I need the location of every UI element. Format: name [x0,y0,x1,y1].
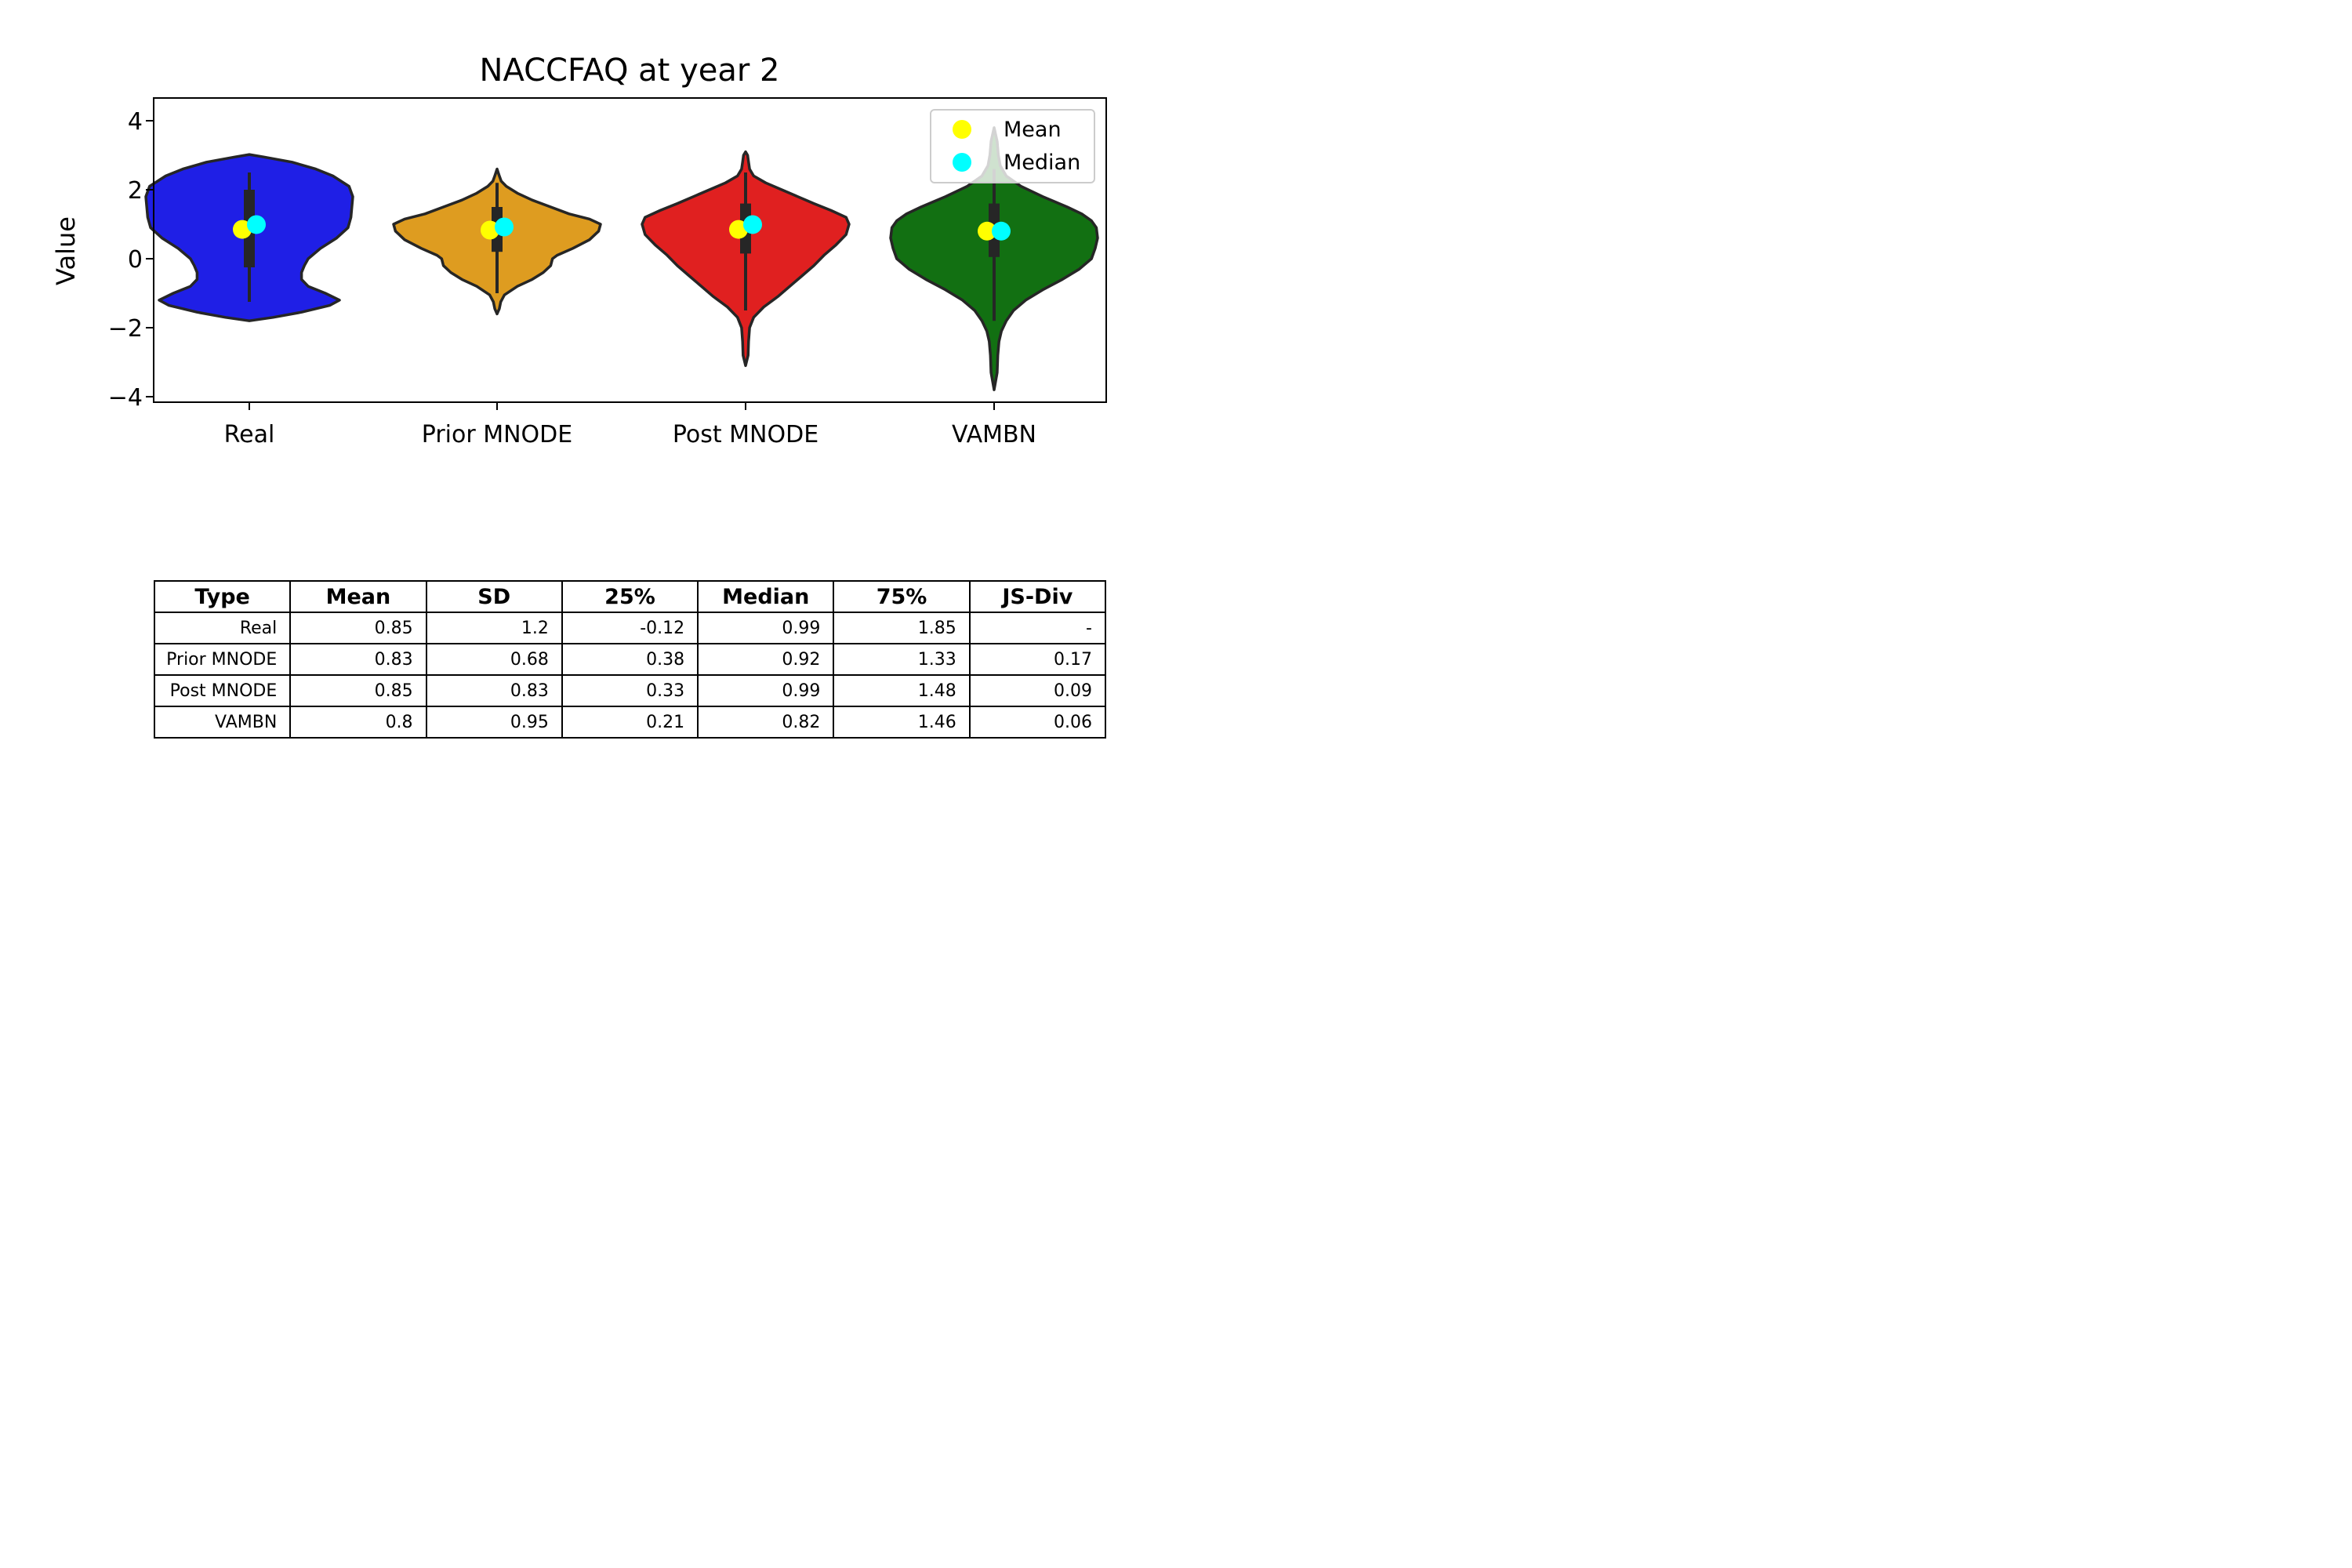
cell-type: Prior MNODE [154,644,290,675]
header-75: 75% [833,581,969,612]
median-marker [743,215,762,234]
x-axis-ticks: Real Prior MNODE Post MNODE VAMBN [224,402,1036,448]
violin-chart: NACCFAQ at year 2 Value −4 −2 0 2 4 Real Prio… [0,0,1212,564]
cell-type: Real [154,612,290,644]
cell-25: 0.21 [562,706,698,738]
y-tick-label: −2 [108,315,143,343]
y-axis-ticks: −4 −2 0 2 4 [108,108,154,412]
cell-mean: 0.8 [290,706,426,738]
legend: Mean Median [931,110,1094,183]
cell-sd: 1.2 [426,612,562,644]
cell-median: 0.82 [698,706,833,738]
x-tick-label: Real [224,421,275,448]
cell-median: 0.99 [698,675,833,706]
header-median: Median [698,581,833,612]
cell-sd: 0.68 [426,644,562,675]
cell-sd: 0.95 [426,706,562,738]
header-mean: Mean [290,581,426,612]
cell-median: 0.92 [698,644,833,675]
figure: NACCFAQ at year 2 Value −4 −2 0 2 4 Real Prio… [0,0,1212,808]
violin-post-mnode [642,152,849,366]
cell-sd: 0.83 [426,675,562,706]
cell-js-div: 0.06 [970,706,1105,738]
chart-title: NACCFAQ at year 2 [480,53,780,89]
table-row: Prior MNODE 0.83 0.68 0.38 0.92 1.33 0.1… [154,644,1105,675]
header-type: Type [154,581,290,612]
table-row: Post MNODE 0.85 0.83 0.33 0.99 1.48 0.09 [154,675,1105,706]
y-axis-label: Value [51,216,81,285]
y-tick-label: 0 [128,246,143,274]
x-tick-label: Prior MNODE [422,421,572,448]
header-sd: SD [426,581,562,612]
header-25: 25% [562,581,698,612]
y-tick-label: 2 [128,177,143,205]
cell-75: 1.46 [833,706,969,738]
header-js-div: JS-Div [970,581,1105,612]
legend-marker [953,120,971,139]
legend-marker [953,153,971,172]
cell-js-div: 0.09 [970,675,1105,706]
cell-75: 1.33 [833,644,969,675]
y-tick-label: 4 [128,108,143,136]
cell-25: -0.12 [562,612,698,644]
stats-table: Type Mean SD 25% Median 75% JS-Div Real … [154,580,1106,739]
x-tick-label: VAMBN [952,421,1036,448]
cell-type: VAMBN [154,706,290,738]
cell-mean: 0.85 [290,675,426,706]
median-marker [247,215,266,234]
table-header-row: Type Mean SD 25% Median 75% JS-Div [154,581,1105,612]
cell-mean: 0.85 [290,612,426,644]
legend-label: Median [1004,151,1080,175]
cell-25: 0.33 [562,675,698,706]
cell-js-div: - [970,612,1105,644]
table-row: Real 0.85 1.2 -0.12 0.99 1.85 - [154,612,1105,644]
cell-type: Post MNODE [154,675,290,706]
x-tick-label: Post MNODE [673,421,818,448]
violin-real [146,154,353,321]
cell-js-div: 0.17 [970,644,1105,675]
median-marker [495,218,514,237]
median-marker [992,222,1011,241]
cell-median: 0.99 [698,612,833,644]
table-row: VAMBN 0.8 0.95 0.21 0.82 1.46 0.06 [154,706,1105,738]
cell-75: 1.85 [833,612,969,644]
cell-mean: 0.83 [290,644,426,675]
violin-prior-mnode [394,169,601,314]
y-tick-label: −4 [108,384,143,412]
cell-25: 0.38 [562,644,698,675]
cell-75: 1.48 [833,675,969,706]
legend-label: Mean [1004,118,1062,142]
